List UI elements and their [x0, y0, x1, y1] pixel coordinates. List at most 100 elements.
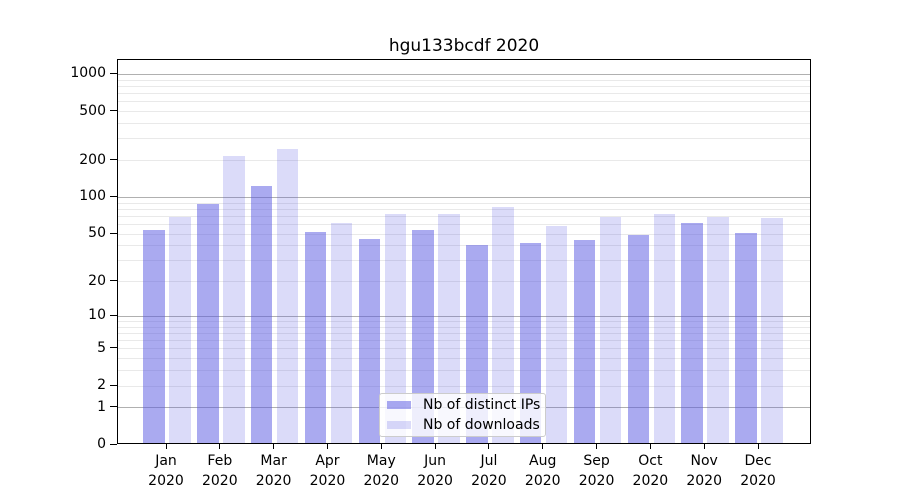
- gridline-minor-40: [118, 245, 810, 247]
- bar-ips-dec: [735, 233, 757, 443]
- x-tick-label-may: May 2020: [363, 453, 400, 489]
- x-tick-label-mar: Mar 2020: [255, 453, 292, 489]
- legend-label-downloads: Nb of downloads: [423, 417, 540, 433]
- bar-ips-oct: [627, 235, 650, 443]
- legend-swatch-distinct-ips: [387, 401, 411, 409]
- gridline-minor-3: [118, 370, 810, 372]
- gridline-minor-7: [118, 332, 810, 334]
- bar-downloads-feb: [223, 155, 245, 443]
- x-axis: Jan 2020 Feb 2020 Mar 2020 Apr 2020 May 2020 Jun 20…: [117, 444, 811, 500]
- gridline-minor-9: [118, 321, 810, 322]
- y-tick-1000: [110, 72, 117, 74]
- gridline-minor-5: [118, 348, 810, 350]
- y-tick-10: [110, 314, 117, 316]
- gridline-minor-500: [118, 111, 810, 113]
- bar-ips-apr: [304, 232, 327, 443]
- x-tick-apr: [326, 444, 328, 449]
- gridline-minor-60: [118, 224, 810, 225]
- gridline-minor-600: [118, 101, 810, 103]
- x-tick-label-sep: Sep 2020: [578, 453, 615, 489]
- x-tick-label-aug: Aug 2020: [524, 453, 561, 489]
- bar-downloads-may: [384, 214, 407, 443]
- y-tick-label-0: 0: [97, 436, 106, 452]
- legend: Nb of distinct IPs Nb of downloads: [379, 393, 546, 437]
- gridline-minor-2: [118, 385, 810, 387]
- gridline-minor-200: [118, 160, 810, 162]
- y-tick-5: [110, 347, 117, 349]
- y-tick-1: [110, 406, 117, 408]
- bar-downloads-dec: [761, 218, 783, 443]
- gridline-minor-90: [118, 202, 810, 204]
- bar-downloads-jul: [492, 207, 514, 443]
- y-tick-label-5: 5: [97, 339, 106, 356]
- bar-ips-mar: [250, 185, 273, 443]
- bar-downloads-apr: [330, 223, 353, 443]
- x-tick-label-nov: Nov 2020: [686, 453, 723, 489]
- x-tick-feb: [219, 444, 221, 449]
- bar-downloads-sep: [599, 217, 622, 443]
- x-tick-sep: [596, 444, 598, 449]
- x-tick-label-dec: Dec 2020: [740, 453, 776, 489]
- x-tick-label-jun: Jun 2020: [417, 453, 453, 489]
- x-tick-label-apr: Apr 2020: [309, 453, 346, 489]
- y-tick-200: [110, 159, 117, 161]
- y-tick-2: [110, 384, 117, 386]
- gridline-minor-800: [118, 85, 810, 87]
- gridline-major-100: [118, 196, 810, 198]
- bar-downloads-oct: [653, 214, 676, 443]
- gridline-minor-900: [118, 79, 810, 81]
- legend-swatch-downloads: [387, 421, 411, 429]
- x-tick-jul: [488, 444, 490, 449]
- gridline-minor-400: [118, 123, 810, 124]
- x-tick-label-jan: Jan 2020: [148, 453, 184, 489]
- y-tick-label-1: 1: [97, 398, 106, 415]
- bar-ips-aug: [519, 242, 542, 443]
- gridline-minor-80: [118, 208, 810, 210]
- bar-ips-may: [358, 238, 381, 443]
- legend-item-downloads: Nb of downloads: [387, 417, 540, 433]
- y-tick-label-50: 50: [88, 225, 106, 242]
- bar-ips-jun: [412, 230, 434, 443]
- y-tick-label-2: 2: [97, 377, 106, 394]
- y-tick-label-200: 200: [79, 151, 106, 168]
- x-tick-label-feb: Feb 2020: [201, 453, 238, 489]
- bar-downloads-jan: [169, 216, 191, 443]
- y-tick-50: [110, 232, 117, 234]
- gridline-minor-20: [118, 281, 810, 283]
- x-tick-may: [380, 444, 382, 449]
- gridline-minor-30: [118, 260, 810, 262]
- bar-downloads-nov: [707, 216, 729, 443]
- gridline-minor-50: [118, 233, 810, 235]
- gridline-major-10: [118, 315, 810, 317]
- bar-downloads-mar: [276, 148, 299, 443]
- x-tick-label-jul: Jul 2020: [471, 453, 507, 489]
- bar-ips-sep: [573, 240, 596, 443]
- x-tick-jan: [165, 444, 167, 449]
- gridline-minor-8: [118, 326, 810, 328]
- x-tick-dec: [757, 444, 759, 449]
- gridline-minor-300: [118, 138, 810, 140]
- y-tick-label-1000: 1000: [70, 65, 106, 82]
- y-tick-label-10: 10: [88, 307, 106, 324]
- gridline-major-1000: [118, 73, 810, 75]
- x-tick-jun: [434, 444, 436, 449]
- bar-ips-jan: [143, 230, 165, 443]
- plot-area: Nb of distinct IPs Nb of downloads: [117, 59, 811, 444]
- bar-downloads-aug: [545, 226, 568, 443]
- gridline-minor-700: [118, 93, 810, 95]
- y-tick-0: [110, 443, 117, 445]
- gridline-minor-4: [118, 358, 810, 360]
- y-tick-100: [110, 195, 117, 197]
- y-tick-20: [110, 280, 117, 282]
- gridline-minor-70: [118, 215, 810, 217]
- y-tick-label-20: 20: [88, 272, 106, 289]
- chart-title: hgu133bcdf 2020: [388, 36, 540, 56]
- y-axis: 0 1 2 5 10 20 50 100 200 500 1000: [0, 59, 117, 452]
- x-tick-nov: [703, 444, 705, 449]
- x-tick-oct: [649, 444, 651, 449]
- y-tick-500: [110, 110, 117, 112]
- legend-item-distinct-ips: Nb of distinct IPs: [387, 397, 541, 413]
- x-tick-mar: [273, 444, 275, 449]
- legend-label-distinct-ips: Nb of distinct IPs: [423, 397, 541, 413]
